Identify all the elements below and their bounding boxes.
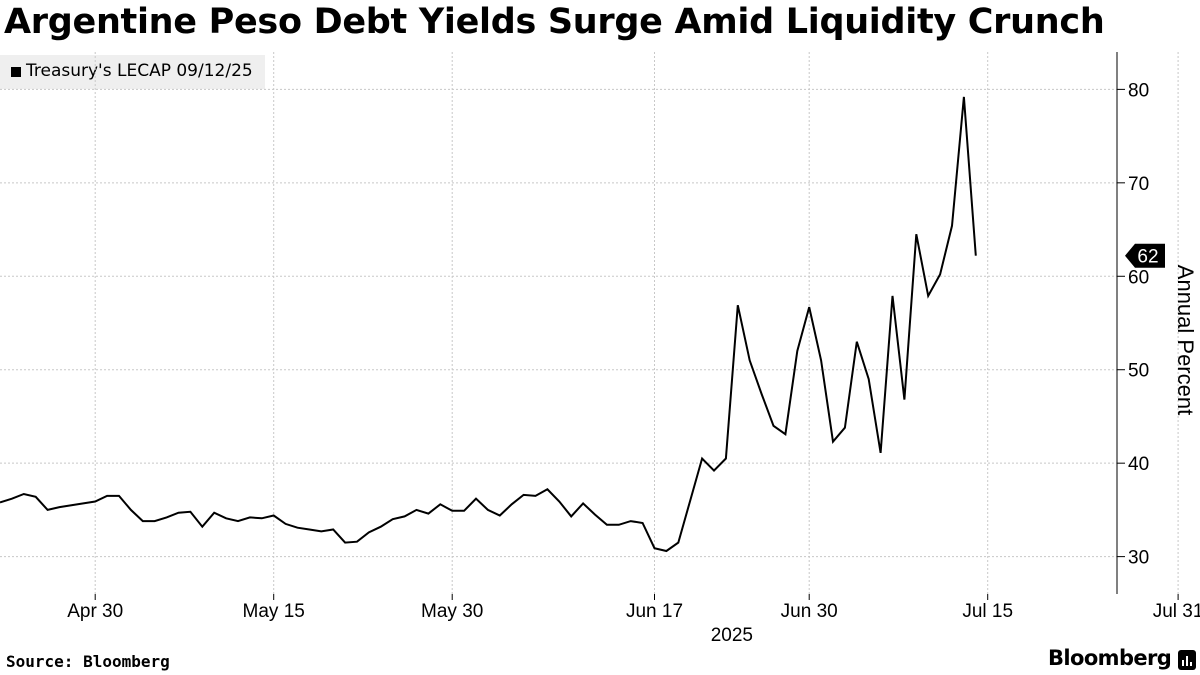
y-tick-label: 30: [1128, 548, 1149, 569]
y-tick-label: 60: [1128, 267, 1149, 288]
x-tick-label: May 15: [243, 601, 305, 622]
series-line: [0, 96, 977, 553]
x-tick-label: Jun 30: [781, 601, 838, 622]
legend: Treasury's LECAP 09/12/25: [0, 55, 265, 89]
source-note: Source: Bloomberg: [6, 652, 170, 671]
y-tick-label: 70: [1128, 174, 1149, 195]
x-tick-label: Jul 15: [962, 601, 1013, 622]
y-tick-label: 80: [1128, 80, 1149, 101]
last-value-tag: [1125, 243, 1165, 268]
y-tick-label: 40: [1128, 454, 1149, 475]
y-tick-label: 50: [1128, 361, 1149, 382]
legend-swatch: [11, 67, 21, 77]
bloomberg-terminal-icon: [1178, 650, 1196, 670]
x-tick-label: Apr 30: [67, 601, 123, 622]
x-year-label: 2025: [711, 625, 753, 646]
legend-label: Treasury's LECAP 09/12/25: [26, 61, 253, 81]
x-tick-label: Jun 17: [626, 601, 683, 622]
y-axis-title: Annual Percent: [1173, 265, 1198, 415]
last-value-label: 62: [1137, 247, 1158, 268]
brand-logo: Bloomberg: [1048, 646, 1172, 670]
x-tick-label: May 30: [421, 601, 483, 622]
x-tick-label: Jul 31: [1153, 601, 1200, 622]
chart-title: Argentine Peso Debt Yields Surge Amid Li…: [4, 2, 1105, 42]
